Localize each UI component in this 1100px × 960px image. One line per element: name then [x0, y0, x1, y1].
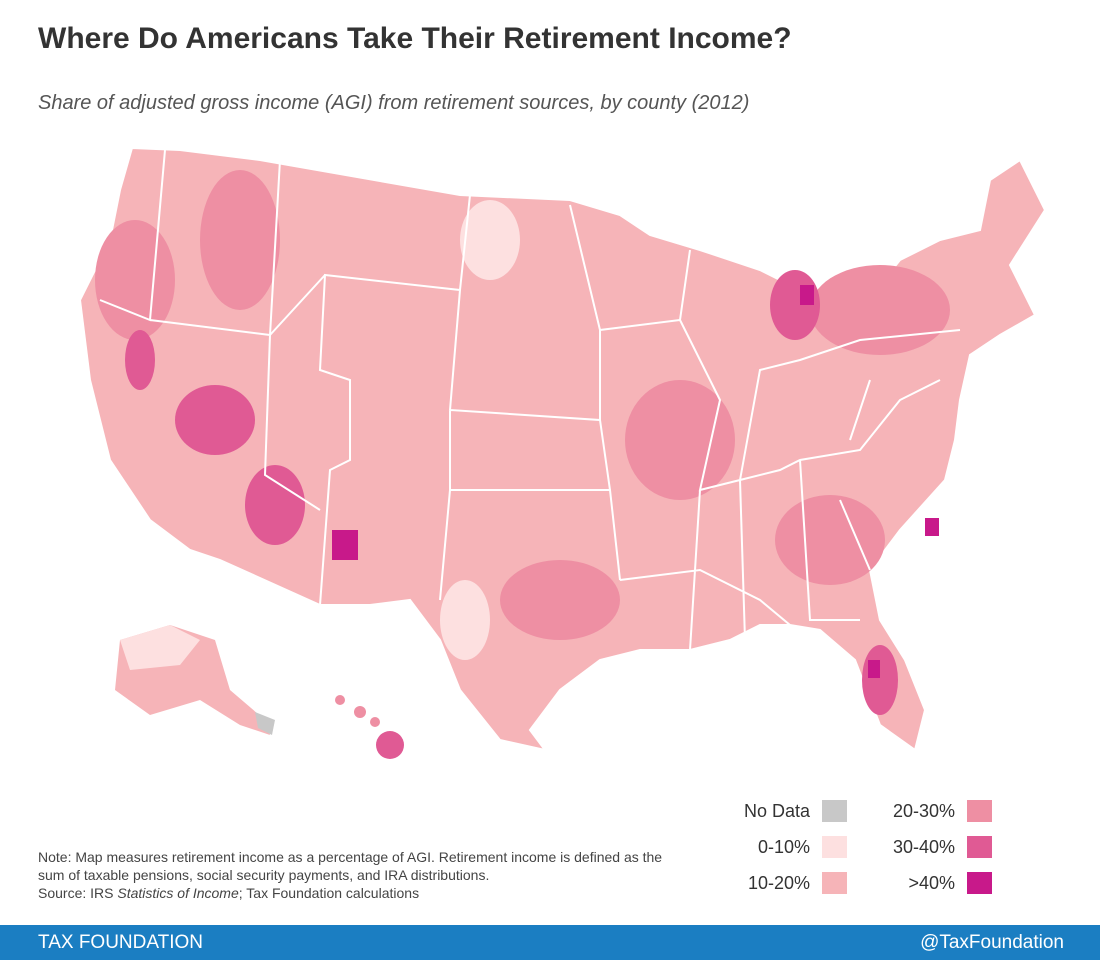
legend-label: 30-40%: [892, 836, 955, 857]
note-text: Note: Map measures retirement income as …: [38, 849, 663, 883]
region: [200, 170, 280, 310]
alaska-panhandle: [255, 712, 275, 735]
region: [862, 645, 898, 715]
region: [500, 560, 620, 640]
footer-handle: @TaxFoundation: [920, 932, 1064, 953]
map: [78, 146, 1047, 759]
legend-swatch: [822, 836, 847, 858]
hawaii: [335, 695, 404, 759]
title: Where Do Americans Take Their Retirement…: [38, 22, 792, 55]
subtitle: Share of adjusted gross income (AGI) fro…: [38, 92, 750, 114]
legend-item: 0-10%: [700, 836, 847, 858]
alaska-north: [120, 625, 200, 670]
legend-label: >40%: [908, 872, 955, 893]
map-shape: [370, 717, 380, 727]
legend-swatch: [822, 872, 847, 894]
footer-brand: TAX FOUNDATION: [38, 932, 204, 953]
source-italic: Statistics of Income: [117, 885, 239, 901]
legend-label: No Data: [743, 800, 810, 821]
region: [95, 220, 175, 340]
region: [868, 660, 880, 678]
region: [625, 380, 735, 500]
legend-label: 0-10%: [757, 836, 810, 857]
legend-item: 30-40%: [845, 836, 992, 858]
region: [245, 465, 305, 545]
source: Source: IRS Statistics of Income; Tax Fo…: [38, 884, 668, 902]
region: [775, 495, 885, 585]
source-suffix: ; Tax Foundation calculations: [238, 885, 420, 901]
region: [925, 518, 939, 536]
legend-item: 10-20%: [700, 872, 847, 894]
region: [440, 580, 490, 660]
map-shapes: [78, 146, 1047, 759]
legend-item: >40%: [845, 872, 992, 894]
legend-item: No Data: [700, 800, 847, 822]
region: [800, 285, 814, 305]
legend-item: 20-30%: [845, 800, 992, 822]
legend-swatch: [967, 800, 992, 822]
legend-swatch: [822, 800, 847, 822]
region: [810, 265, 950, 355]
region: [332, 530, 358, 560]
map-shape: [335, 695, 345, 705]
state-borders: [99, 149, 961, 651]
map-shape: [376, 731, 404, 759]
source-prefix: Source: IRS: [38, 885, 118, 901]
note: Note: Map measures retirement income as …: [38, 848, 668, 902]
legend: No Data 0-10% 10-20% 20-30% 30-40% >40%: [700, 800, 1040, 910]
region: [460, 200, 520, 280]
legend-swatch: [967, 872, 992, 894]
legend-label: 10-20%: [747, 872, 810, 893]
map-shape: [354, 706, 366, 718]
legend-swatch: [967, 836, 992, 858]
footer: TAX FOUNDATION @TaxFoundation: [0, 925, 1100, 960]
region: [125, 330, 155, 390]
legend-label: 20-30%: [892, 800, 955, 821]
region: [175, 385, 255, 455]
